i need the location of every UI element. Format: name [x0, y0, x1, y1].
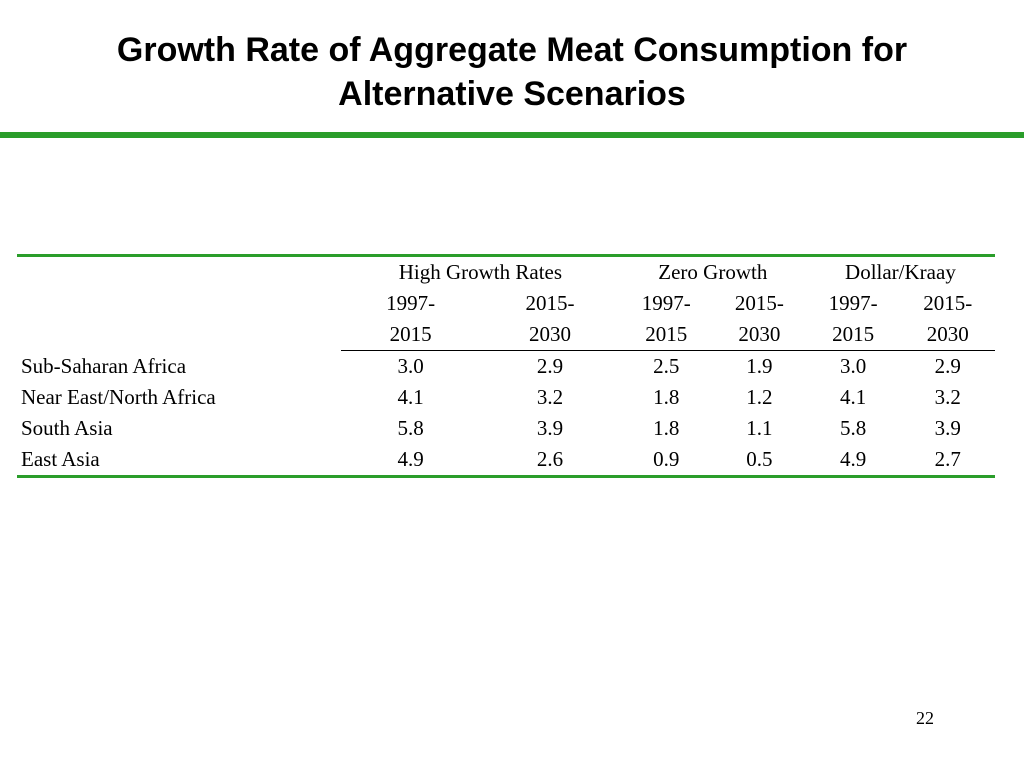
table-row: Sub-Saharan Africa 3.0 2.9 2.5 1.9 3.0 2… [17, 351, 995, 383]
header-period-bottom: 2015 [341, 319, 481, 351]
table-cell: 5.8 [840, 416, 867, 440]
table-cell: 1.1 [746, 416, 773, 440]
header-period-bottom: 2015 [619, 319, 713, 351]
header-period-bottom: 2015 [805, 319, 901, 351]
table-cell: 0.9 [653, 447, 680, 471]
table-cell: 1.2 [746, 385, 773, 409]
table-header-periods-bottom: 2015 2030 2015 2030 2015 2030 [17, 319, 995, 351]
table-cell: 2.9 [536, 354, 564, 378]
table-header-periods-top: 1997- 2015- 1997- 2015- 1997- 2015- [17, 288, 995, 319]
header-blank-cell [17, 319, 341, 351]
page-number: 22 [916, 708, 934, 728]
table-cell: 2.6 [536, 447, 564, 471]
table-cell: 4.1 [840, 385, 867, 409]
header-period-top: 2015- [923, 291, 973, 315]
header-period-top: 2015- [525, 291, 575, 315]
table-cell: 4.1 [397, 385, 424, 409]
table-cell: 3.0 [840, 354, 867, 378]
header-period-top: 1997- [641, 291, 691, 315]
row-label: East Asia [21, 447, 100, 471]
slide-title: Growth Rate of Aggregate Meat Consumptio… [0, 28, 1024, 116]
table-cell: 4.9 [397, 447, 424, 471]
table-row: Near East/North Africa 4.1 3.2 1.8 1.2 4… [17, 382, 995, 413]
table-cell: 3.2 [934, 385, 961, 409]
table-row: East Asia 4.9 2.6 0.9 0.5 4.9 2.7 [17, 444, 995, 475]
slide-title-line-2: Alternative Scenarios [338, 75, 686, 113]
table-header-groups: High Growth Rates Zero Growth Dollar/Kra… [17, 257, 995, 288]
table-cell: 1.8 [653, 385, 680, 409]
table-cell: 0.5 [746, 447, 773, 471]
header-period-bottom: 2030 [900, 319, 995, 351]
table-cell: 5.8 [397, 416, 424, 440]
table-cell: 3.2 [536, 385, 564, 409]
header-blank-cell [17, 288, 341, 319]
title-divider [0, 132, 1024, 138]
header-period-bottom: 2030 [712, 319, 806, 351]
header-group-zero-growth: Zero Growth [658, 260, 768, 284]
header-period-top: 1997- [828, 291, 878, 315]
table-cell: 1.9 [746, 354, 773, 378]
table-cell: 4.9 [840, 447, 867, 471]
table-cell: 1.8 [653, 416, 680, 440]
table-row: South Asia 5.8 3.9 1.8 1.1 5.8 3.9 [17, 413, 995, 444]
header-period-top: 1997- [386, 291, 436, 315]
table-cell: 3.9 [934, 416, 961, 440]
header-period-bottom: 2030 [480, 319, 620, 351]
header-blank-cell [17, 257, 341, 288]
table-cell: 3.0 [397, 354, 424, 378]
slide-title-line-1: Growth Rate of Aggregate Meat Consumptio… [116, 31, 908, 69]
table-cell: 3.9 [536, 416, 564, 440]
table-cell: 2.5 [653, 354, 680, 378]
table-cell: 2.7 [934, 447, 961, 471]
consumption-table-container: High Growth Rates Zero Growth Dollar/Kra… [17, 254, 995, 478]
row-label: Near East/North Africa [21, 385, 216, 409]
header-group-dollar-kraay: Dollar/Kraay [845, 260, 956, 284]
table-cell: 2.9 [934, 354, 961, 378]
header-period-top: 2015- [734, 291, 784, 315]
consumption-table: High Growth Rates Zero Growth Dollar/Kra… [17, 257, 995, 475]
row-label: South Asia [21, 416, 113, 440]
row-label: Sub-Saharan Africa [21, 353, 187, 378]
header-group-high-growth: High Growth Rates [398, 260, 563, 284]
